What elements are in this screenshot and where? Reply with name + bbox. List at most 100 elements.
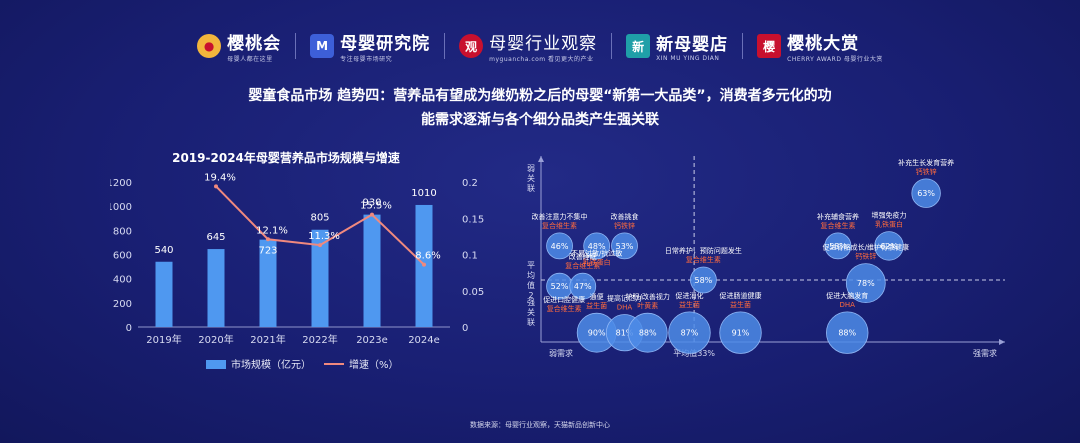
bubble-need-label: 补充辅食营养 bbox=[817, 212, 859, 221]
bubble bbox=[874, 231, 904, 261]
axis-label-char: 联 bbox=[527, 184, 535, 193]
logo-sub: 母婴人都在这里 bbox=[227, 56, 273, 63]
logo-sub: 专注母婴市场研究 bbox=[340, 56, 393, 63]
bar-value-label: 1010 bbox=[411, 188, 436, 199]
bubble bbox=[719, 311, 762, 354]
bubble-value-label: 46% bbox=[551, 242, 569, 251]
bubble bbox=[845, 263, 886, 304]
chart-title: 2019-2024年母婴营养品市场规模与增速 bbox=[172, 150, 400, 165]
growth-value-label: 12.1% bbox=[256, 225, 288, 236]
bubble-category-label: 钙铁锌 bbox=[614, 221, 635, 230]
x-tick-label: 2021年 bbox=[250, 333, 285, 346]
axis-label-char: 2 bbox=[528, 291, 533, 300]
logo-yingtaohui: ● 樱桃会母婴人都在这里 bbox=[197, 29, 281, 63]
axis-label-char: 平 bbox=[527, 261, 535, 270]
axis-label-char: 联 bbox=[527, 318, 535, 327]
bubble-value-label: 58% bbox=[829, 242, 847, 251]
bubble-need-label: 促进大脑发育 bbox=[826, 291, 868, 300]
logo-sub: XIN MU YING DIAN bbox=[656, 55, 720, 62]
bar bbox=[259, 239, 277, 327]
bubble bbox=[826, 311, 869, 354]
bubble-value-label: 63% bbox=[917, 189, 935, 198]
bubble-need-label: 改善睡眠 bbox=[569, 252, 597, 261]
divider bbox=[295, 33, 297, 59]
bubble-value-label: 78% bbox=[857, 279, 875, 288]
heading-line-1: 婴童食品市场 趋势四：营养品有望成为继奶粉之后的母婴“新第一大品类”，消费者多元… bbox=[248, 88, 832, 104]
bubble bbox=[911, 178, 941, 208]
award-logo-icon: 樱 bbox=[757, 34, 782, 58]
logo-name: 母婴行业观察 bbox=[489, 34, 598, 54]
x-label-high: 强需求 bbox=[973, 348, 997, 358]
growth-point bbox=[214, 184, 218, 189]
bubble-value-label: 52% bbox=[551, 282, 569, 291]
bubble bbox=[627, 312, 668, 353]
bubble bbox=[611, 232, 638, 260]
page-heading: 婴童食品市场 趋势四：营养品有望成为继奶粉之后的母婴“新第一大品类”，消费者多元… bbox=[150, 84, 930, 132]
bubble-value-label: 87% bbox=[681, 329, 699, 338]
heading-line-2: 能需求逐渐与各个细分品类产生强关联 bbox=[421, 112, 659, 128]
bar-value-label: 540 bbox=[154, 245, 173, 256]
bubble-need-label: 补充生长发育营养 bbox=[898, 158, 954, 167]
guancha-logo-icon: 观 bbox=[459, 34, 484, 58]
growth-point bbox=[370, 212, 374, 217]
bar bbox=[207, 249, 225, 327]
bubble-category-label: 钙铁锌 bbox=[855, 252, 876, 261]
growth-point bbox=[422, 262, 426, 267]
y-tick-label: 0 bbox=[126, 323, 132, 334]
x-tick-label: 2022年 bbox=[302, 333, 337, 346]
y2-tick-label: 0 bbox=[462, 323, 468, 334]
cherry-logo-icon: ● bbox=[197, 34, 222, 58]
y2-tick-label: 0.2 bbox=[462, 178, 478, 189]
bubble-need-label: 提高记忆力 bbox=[607, 294, 642, 303]
logo-sub: myguancha.com 看见更大的产业 bbox=[489, 56, 594, 63]
store-logo-icon: 新 bbox=[626, 34, 651, 58]
bubble-value-label: 90% bbox=[588, 329, 606, 338]
axis-label-char: 值 bbox=[527, 280, 535, 290]
logo-bar: ● 樱桃会 母婴人都在这里 M 母婴研究院 专注母婴市场研究 观 母婴行业观察 myg… bbox=[0, 28, 1080, 64]
bar bbox=[363, 214, 381, 327]
bubble-need-label: 促进肠道健康 bbox=[720, 291, 762, 300]
x-tick-label: 2019年 bbox=[146, 333, 181, 346]
growth-value-label: 8.6% bbox=[415, 251, 440, 262]
y-label-bottom: 强关联 bbox=[527, 298, 535, 327]
growth-value-label: 15.5% bbox=[360, 201, 392, 212]
bubble-category-label: 乳铁蛋白 bbox=[875, 220, 903, 229]
bar bbox=[155, 261, 173, 327]
logo-xin-muying-dian: 新 新母婴店 XIN MU YING DIAN bbox=[626, 30, 728, 62]
growth-value-label: 19.4% bbox=[204, 172, 236, 183]
y-tick-label: 1000 bbox=[110, 202, 132, 213]
x-axis-arrow bbox=[999, 339, 1005, 345]
x-label-low: 弱需求 bbox=[549, 348, 573, 358]
bubble-value-label: 81% bbox=[616, 329, 634, 338]
bar-chart-axes: 0 200 400 600 800 1000 1200 0 0.05 0.1 0.15 0.2 2019… bbox=[110, 178, 484, 346]
bubble-category-label: 叶黄素 bbox=[637, 301, 658, 310]
growth-value-label: 11.3% bbox=[308, 231, 340, 242]
y-tick-label: 200 bbox=[113, 299, 132, 310]
bubble-need-label: 促进口腔健康 bbox=[543, 295, 585, 304]
bubble-need-label: 促进骨骼成长/维护骨骼健康 bbox=[823, 243, 909, 252]
divider bbox=[742, 33, 744, 59]
bubble-value-label: 88% bbox=[838, 329, 856, 338]
logo-sub: CHERRY AWARD 母婴行业大赏 bbox=[787, 56, 883, 63]
bubble-need-label: 增强免疫力 bbox=[872, 211, 907, 220]
growth-point bbox=[266, 237, 270, 242]
bubble bbox=[583, 232, 611, 260]
bubble bbox=[689, 266, 717, 294]
bubble bbox=[546, 232, 573, 260]
logo-name: 樱桃会 bbox=[227, 34, 282, 54]
y-label-top: 弱关联 bbox=[527, 164, 535, 193]
legend-bar-label: 市场规模（亿元） bbox=[231, 358, 311, 371]
bar-value-label: 723 bbox=[258, 246, 277, 257]
divider bbox=[444, 33, 446, 59]
logo-name: 樱桃大赏 bbox=[787, 34, 860, 54]
bubble-category-label: 复合维生素 bbox=[686, 255, 721, 264]
x-tick-label: 2024e bbox=[408, 335, 440, 346]
bubble-need-label: 改善挑食 bbox=[611, 212, 639, 221]
bubble-category-label: DHA bbox=[617, 304, 633, 312]
bubble-need-label: 改善注意力不集中 bbox=[532, 212, 588, 221]
chart-legend: 市场规模（亿元） 增速（%） bbox=[206, 358, 399, 371]
bubble bbox=[668, 311, 711, 354]
